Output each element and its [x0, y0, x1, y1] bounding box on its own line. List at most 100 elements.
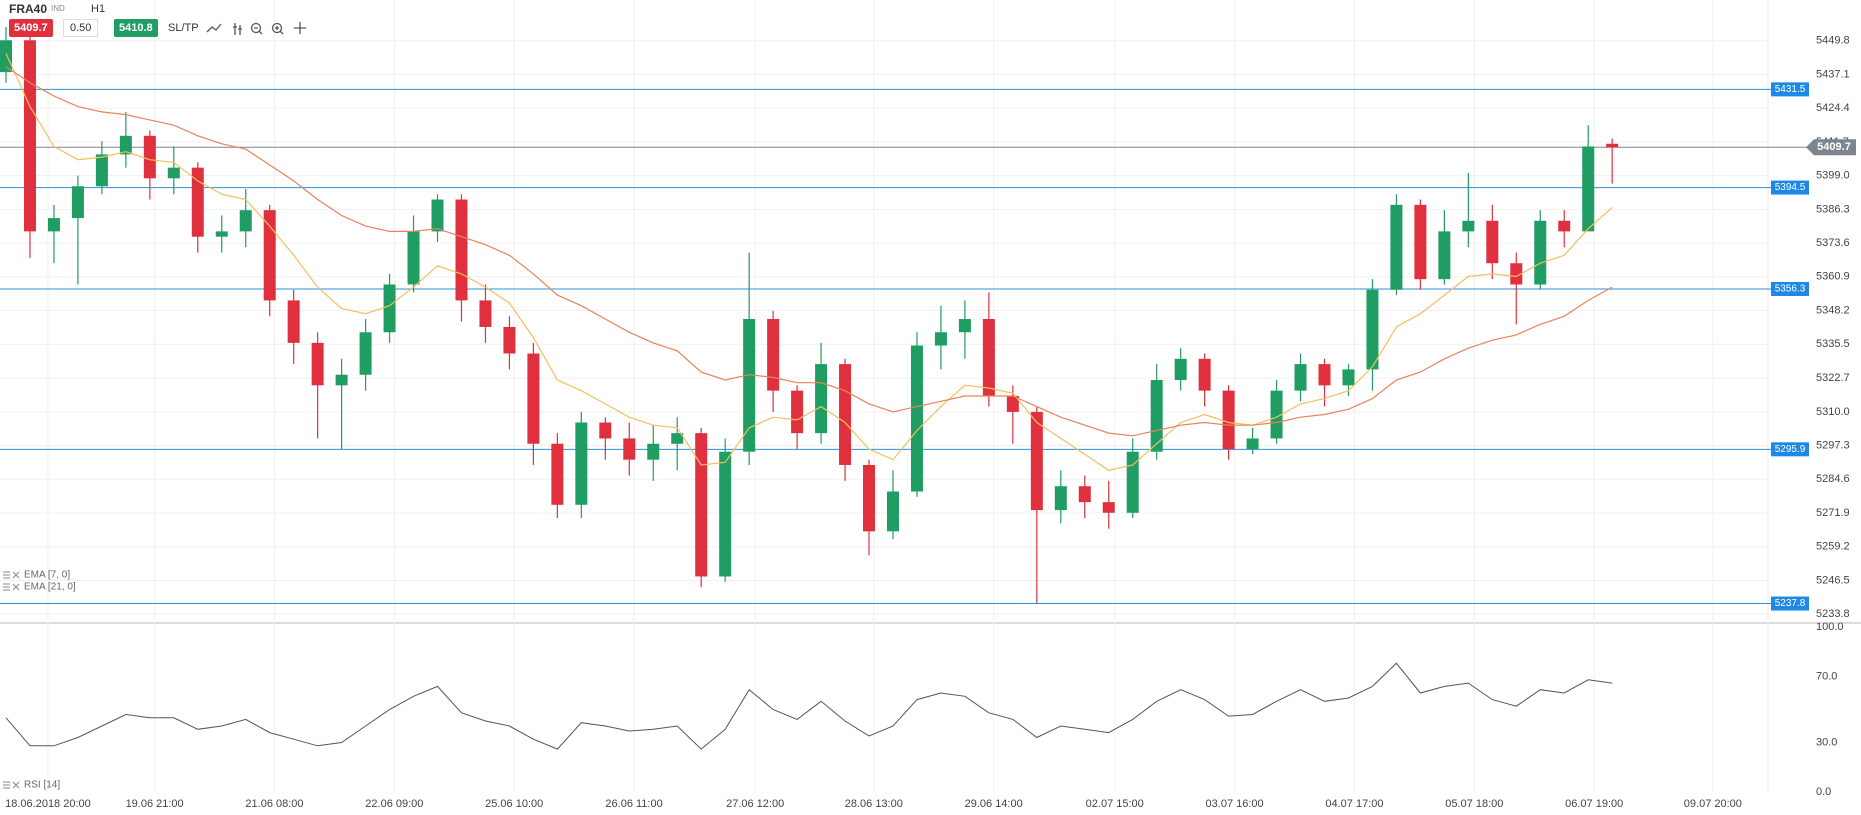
y-tick-label: 5437.1: [1816, 68, 1850, 80]
candle-body: [1270, 390, 1283, 439]
candle-body: [623, 438, 636, 460]
x-tick-label: 03.07 16:00: [1206, 798, 1264, 810]
close-icon: [12, 781, 20, 789]
candle-body: [167, 167, 180, 179]
x-tick-label: 28.06 13:00: [845, 798, 903, 810]
y-tick-label: 5424.4: [1816, 102, 1850, 114]
x-tick-label: 04.07 17:00: [1325, 798, 1383, 810]
level-label: 5295.9: [1775, 444, 1806, 455]
zoom-in[interactable]: [271, 22, 283, 34]
zoom-in-glyph: [275, 26, 284, 35]
indicator-tool[interactable]: [233, 23, 242, 35]
buy-button[interactable]: 5410.8: [114, 19, 158, 37]
y-tick-label: 5348.2: [1816, 304, 1850, 316]
rsi-tick-label: 70.0: [1816, 670, 1837, 682]
candle-body: [1102, 502, 1115, 513]
x-tick-label: 26.06 11:00: [605, 798, 662, 810]
y-tick-label: 5373.6: [1816, 237, 1850, 249]
x-tick-label: 25.06 10:00: [485, 798, 543, 810]
candle-body: [527, 353, 540, 444]
candle-body: [719, 451, 732, 577]
candle-body: [863, 464, 876, 532]
candle-body: [455, 199, 468, 301]
indicator-legend[interactable]: EMA [7, 0]: [24, 570, 70, 581]
candle-body: [647, 443, 660, 460]
level-label-box: [1771, 281, 1809, 296]
candle-body: [119, 135, 132, 155]
candle-body: [551, 443, 564, 505]
spread[interactable]: 0.50: [63, 19, 99, 37]
x-tick-label: 18.06.2018 20:00: [5, 798, 91, 810]
candle-body: [287, 300, 300, 343]
crosshair-tool[interactable]: [294, 22, 306, 34]
candle-body: [791, 390, 804, 434]
candle-body: [1318, 364, 1331, 386]
sl-tp-button[interactable]: SL/TP: [168, 22, 199, 34]
x-tick-label: 27.06 12:00: [726, 798, 784, 810]
x-tick-label: 05.07 18:00: [1445, 798, 1503, 810]
candle-body: [359, 332, 372, 375]
candle-body: [1030, 411, 1043, 511]
candle-body: [191, 167, 204, 237]
ema-line: [5, 53, 1613, 471]
candle-body: [767, 318, 780, 391]
zoom-out[interactable]: [250, 22, 262, 34]
candle-body: [1006, 395, 1019, 412]
y-tick-label: 5449.8: [1816, 35, 1850, 47]
candle-body: [383, 284, 396, 333]
level-label: 5394.5: [1775, 182, 1806, 193]
current-price-label: 5409.7: [1817, 141, 1851, 153]
x-tick-label: 02.07 15:00: [1086, 798, 1144, 810]
y-tick-label: 5233.8: [1816, 608, 1850, 620]
candle-body: [934, 332, 947, 346]
sell-button[interactable]: 5409.7: [9, 19, 53, 37]
y-tick-label: 5322.7: [1816, 372, 1850, 384]
x-tick-label: 06.07 19:00: [1565, 798, 1623, 810]
candle-body: [910, 345, 923, 492]
y-tick-label: 5386.3: [1816, 203, 1850, 215]
y-tick-label: 5399.0: [1816, 170, 1850, 182]
x-tick-label: 29.06 14:00: [965, 798, 1023, 810]
candle-body: [1198, 358, 1211, 391]
candle-body: [335, 374, 348, 386]
timeframe[interactable]: H1: [91, 3, 106, 15]
indicator-legend[interactable]: EMA [21, 0]: [24, 582, 76, 593]
rsi-tick-label: 100.0: [1816, 621, 1844, 633]
candle-body: [886, 491, 899, 532]
level-label-box: [1771, 82, 1809, 97]
current-price-box: [1806, 139, 1856, 156]
candle-body: [958, 318, 971, 333]
candle-body: [815, 364, 828, 434]
y-tick-label: 5284.6: [1816, 473, 1850, 485]
candle-body: [407, 231, 420, 285]
candle-body: [1462, 220, 1475, 232]
x-tick-label: 21.06 08:00: [245, 798, 303, 810]
candle-body: [215, 231, 228, 237]
y-tick-label: 5360.9: [1816, 271, 1850, 283]
candle-body: [1510, 263, 1523, 285]
candle-body: [1606, 143, 1619, 148]
market: IND: [51, 4, 65, 13]
level-label: 5237.8: [1775, 598, 1806, 609]
y-tick-label: 5335.5: [1816, 338, 1850, 350]
candle-body: [1150, 380, 1163, 452]
candle-body: [1414, 204, 1427, 280]
zoom-out-glyph: [254, 27, 263, 35]
candle-body: [982, 318, 995, 396]
level-label-box: [1771, 596, 1809, 611]
candle-body: [479, 300, 492, 327]
level-label: 5356.3: [1775, 284, 1806, 295]
candle-body: [239, 210, 252, 232]
symbol[interactable]: FRA40: [9, 2, 48, 16]
toolbar-icons: [206, 22, 306, 35]
y-tick-label: 5271.9: [1816, 507, 1850, 519]
candle-body: [1390, 204, 1403, 290]
candle-body: [743, 318, 756, 452]
rsi-tick-label: 0.0: [1816, 786, 1831, 798]
ema-line: [5, 66, 1613, 437]
line-tool[interactable]: [206, 23, 222, 33]
candle-body: [431, 199, 444, 232]
candle-body: [0, 40, 12, 73]
y-tick-label: 5259.2: [1816, 541, 1850, 553]
candle-body: [1438, 231, 1451, 280]
